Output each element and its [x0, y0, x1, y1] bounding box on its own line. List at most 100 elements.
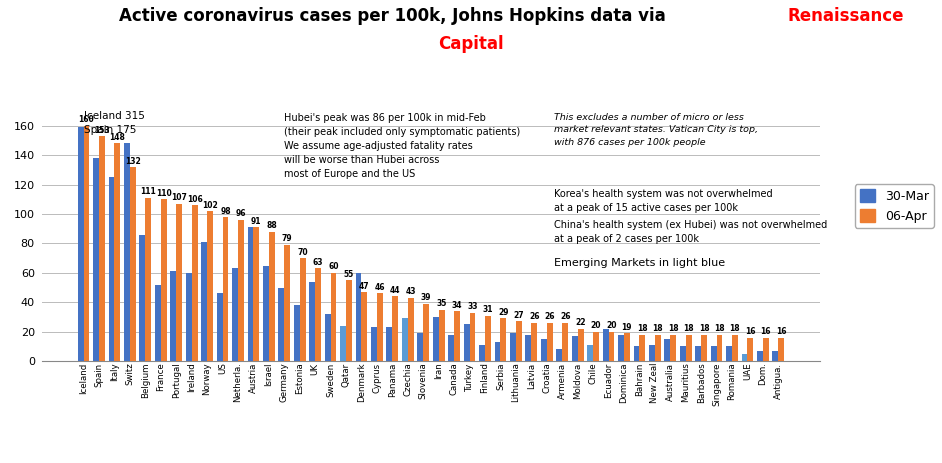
Bar [268, 232, 275, 361]
Bar [516, 321, 522, 361]
Bar [346, 280, 352, 361]
Text: 44: 44 [390, 286, 400, 295]
Bar [531, 323, 537, 361]
Text: 19: 19 [622, 323, 632, 332]
Bar [279, 288, 284, 361]
Text: 31: 31 [482, 305, 494, 314]
Text: 22: 22 [576, 319, 586, 327]
Bar [393, 296, 398, 361]
Bar [741, 354, 747, 361]
Bar [454, 311, 460, 361]
Bar [541, 339, 546, 361]
Bar [439, 310, 445, 361]
Text: 153: 153 [94, 125, 110, 135]
Text: 26: 26 [560, 313, 571, 321]
Bar [479, 345, 485, 361]
Bar [238, 220, 244, 361]
Text: 148: 148 [109, 133, 125, 142]
Text: 16: 16 [745, 327, 755, 336]
Text: 29: 29 [498, 308, 509, 317]
Bar [778, 338, 784, 361]
Bar [154, 285, 161, 361]
Text: 43: 43 [405, 288, 416, 296]
Bar [686, 335, 691, 361]
Bar [202, 242, 207, 361]
Bar [500, 319, 506, 361]
Bar [408, 298, 414, 361]
Text: Korea's health system was not overwhelmed
at a peak of 15 active cases per 100k: Korea's health system was not overwhelme… [555, 189, 773, 213]
Bar [618, 335, 624, 361]
Bar [732, 335, 738, 361]
Bar [309, 282, 316, 361]
Bar [747, 338, 754, 361]
Bar [217, 294, 222, 361]
Bar [377, 294, 382, 361]
Text: 16: 16 [776, 327, 787, 336]
Bar [587, 345, 593, 361]
Text: Hubei's peak was 86 per 100k in mid-Feb
(their peak included only symptomatic pa: Hubei's peak was 86 per 100k in mid-Feb … [284, 113, 521, 179]
Text: 18: 18 [653, 324, 663, 333]
Bar [108, 177, 115, 361]
Text: 20: 20 [591, 321, 601, 330]
Text: Iceland 315: Iceland 315 [84, 112, 144, 121]
Text: 26: 26 [529, 313, 540, 321]
Bar [495, 342, 500, 361]
Text: 18: 18 [668, 324, 678, 333]
Text: 16: 16 [760, 327, 771, 336]
Bar [763, 338, 769, 361]
Text: 18: 18 [683, 324, 694, 333]
Bar [624, 333, 630, 361]
Bar [300, 258, 305, 361]
Bar [726, 346, 732, 361]
Bar [664, 339, 671, 361]
Bar [402, 319, 408, 361]
Bar [207, 211, 213, 361]
Bar [695, 346, 701, 361]
Text: 39: 39 [421, 294, 431, 302]
Bar [145, 198, 152, 361]
Bar [84, 126, 89, 361]
Text: 33: 33 [467, 302, 478, 311]
Bar [161, 200, 167, 361]
Legend: 30-Mar, 06-Apr: 30-Mar, 06-Apr [854, 184, 934, 228]
Text: 20: 20 [607, 321, 617, 330]
Text: 18: 18 [714, 324, 724, 333]
Text: Active coronavirus cases per 100k, Johns Hopkins data via: Active coronavirus cases per 100k, Johns… [120, 7, 672, 25]
Bar [463, 325, 469, 361]
Bar [171, 271, 176, 361]
Bar [417, 333, 423, 361]
Bar [186, 273, 191, 361]
Text: 111: 111 [140, 188, 156, 196]
Bar [671, 335, 676, 361]
Bar [232, 269, 238, 361]
Bar [139, 235, 145, 361]
Text: 35: 35 [436, 299, 447, 308]
Text: Spain 175: Spain 175 [84, 125, 136, 135]
Text: 132: 132 [125, 156, 140, 166]
Bar [371, 327, 377, 361]
Bar [649, 345, 655, 361]
Text: China's health system (ex Hubei) was not overwhelmed
at a peak of 2 cases per 10: China's health system (ex Hubei) was not… [555, 220, 828, 244]
Text: This excludes a number of micro or less
market relevant states. Vatican City is : This excludes a number of micro or less … [555, 113, 758, 147]
Bar [680, 346, 686, 361]
Bar [99, 136, 105, 361]
Text: 79: 79 [282, 234, 293, 244]
Bar [577, 329, 583, 361]
Bar [386, 327, 393, 361]
Bar [432, 317, 439, 361]
Bar [284, 245, 290, 361]
Bar [757, 351, 763, 361]
Bar [469, 313, 476, 361]
Bar [593, 332, 599, 361]
Bar [222, 217, 228, 361]
Text: 96: 96 [236, 209, 246, 219]
Bar [572, 336, 577, 361]
Bar [176, 204, 182, 361]
Bar [340, 326, 346, 361]
Text: 18: 18 [699, 324, 709, 333]
Text: 18: 18 [637, 324, 648, 333]
Text: 34: 34 [452, 300, 463, 310]
Bar [77, 127, 84, 361]
Bar [448, 335, 454, 361]
Text: 18: 18 [730, 324, 740, 333]
